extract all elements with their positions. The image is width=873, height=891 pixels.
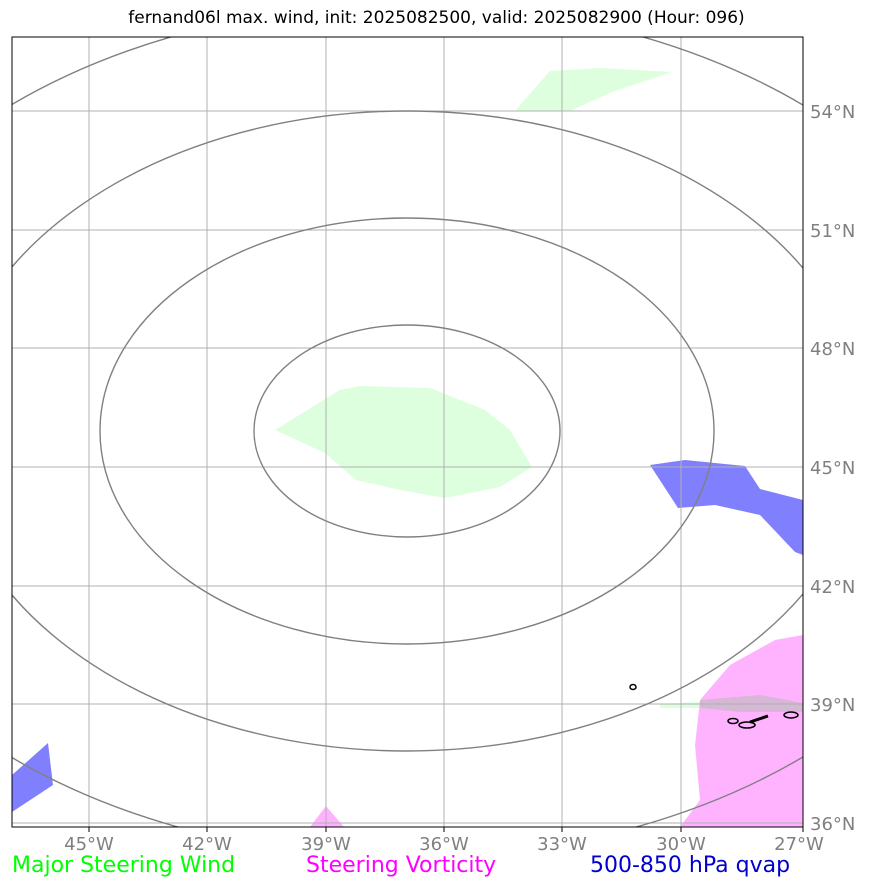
lat-label-39n: 39°N: [810, 695, 855, 716]
steering-vorticity-area-south: [310, 806, 344, 827]
contour-ring-3: [12, 110, 803, 752]
map-title: fernand06l max. wind, init: 2025082500, …: [128, 8, 745, 28]
qvap-area-southwest: [12, 743, 53, 812]
legend-steering-wind: Major Steering Wind: [12, 853, 236, 878]
lon-label-33w: 33°W: [537, 834, 587, 855]
lat-label-51n: 51°N: [810, 221, 855, 242]
lon-label-27w: 27°W: [774, 834, 824, 855]
lon-label-30w: 30°W: [656, 834, 706, 855]
lat-label-42n: 42°N: [810, 577, 855, 598]
contour-ring-1: [253, 324, 561, 538]
lon-label-36w: 36°W: [419, 834, 469, 855]
steering-wind-area-north: [515, 68, 672, 111]
contour-ring-2: [99, 217, 715, 645]
legend-qvap: 500-850 hPa qvap: [590, 853, 791, 878]
lat-label-45n: 45°N: [810, 458, 855, 479]
steering-wind-area-center: [275, 386, 532, 498]
lon-label-45w: 45°W: [64, 834, 114, 855]
small-black-contours: [629, 683, 799, 729]
legend-steering-vorticity: Steering Vorticity: [306, 853, 497, 878]
lat-label-36n: 36°N: [810, 814, 855, 835]
qvap-area-east: [650, 460, 803, 555]
lon-label-39w: 39°W: [301, 834, 351, 855]
lat-label-54n: 54°N: [810, 102, 855, 123]
lon-label-42w: 42°W: [182, 834, 232, 855]
pressure-contours: [12, 37, 803, 827]
lat-label-48n: 48°N: [810, 339, 855, 360]
map-frame: [11, 36, 804, 828]
graticule: [12, 37, 803, 827]
steering-vorticity-area-southeast: [680, 635, 803, 827]
